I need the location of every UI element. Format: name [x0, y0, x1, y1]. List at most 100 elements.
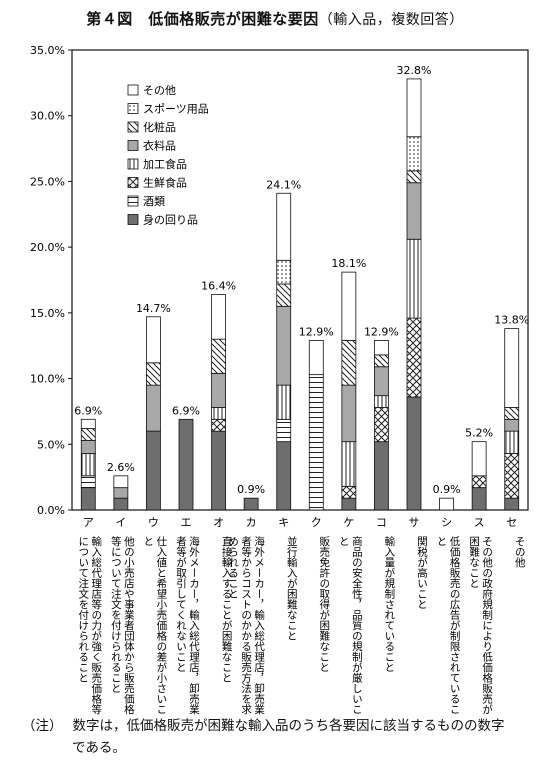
- bar-segment: [406, 396, 422, 511]
- plot-frame: [71, 49, 529, 511]
- bar-segment: [211, 372, 226, 408]
- bar-total-label: 12.9%: [299, 325, 334, 338]
- category-label: イ: [115, 516, 126, 529]
- bar-segment: [341, 271, 357, 341]
- y-tick-label: 10.0%: [30, 373, 65, 386]
- bar-segment: [146, 384, 161, 432]
- category-label: エ: [181, 516, 192, 529]
- legend-swatch: [127, 177, 139, 188]
- category-label: コ: [376, 516, 387, 529]
- footnote-label: （注）: [22, 718, 63, 734]
- bar-segment: [504, 328, 520, 408]
- bar-segment: [406, 317, 422, 398]
- legend-entry: その他: [143, 84, 176, 97]
- bar-segment: [374, 407, 389, 443]
- bar-segment: [406, 78, 422, 138]
- bar-segment: [374, 354, 389, 368]
- bar-segment: [374, 395, 389, 408]
- category-label: オ: [213, 516, 224, 529]
- bar-segment: [211, 294, 226, 340]
- bar-segment: [276, 305, 292, 386]
- category-label: ウ: [148, 516, 159, 529]
- bar-segment: [374, 366, 389, 397]
- category-label: セ: [506, 516, 517, 529]
- category-label: ケ: [343, 516, 354, 529]
- bar-segment: [471, 475, 487, 489]
- y-tick-label: 25.0%: [30, 175, 65, 188]
- category-description: 輸入総代理店等の力が強く販売価格等: [90, 535, 102, 714]
- category-label: ス: [474, 516, 485, 529]
- legend-swatch: [127, 121, 139, 133]
- y-tick-label: 0.0%: [37, 504, 65, 517]
- legend-swatch: [127, 158, 139, 170]
- bar-segment: [406, 170, 422, 184]
- y-tick-label: 15.0%: [30, 307, 65, 320]
- category-description: について注文を付けられること: [77, 536, 89, 683]
- category-description: 関税が高いこと: [416, 536, 428, 610]
- category-label: キ: [278, 516, 289, 529]
- legend-swatch: [127, 103, 139, 114]
- category-description: と: [142, 536, 154, 547]
- y-tick-label: 20.0%: [30, 241, 65, 254]
- bar-segment: [80, 453, 96, 477]
- legend-swatch: [127, 140, 139, 151]
- bar-total-label: 18.1%: [331, 257, 366, 270]
- category-description: 等について注文を付けられること: [110, 535, 122, 693]
- legend-entry: 化粧品: [143, 120, 176, 134]
- bar-segment: [80, 439, 96, 454]
- legend-entry: 酒類: [143, 195, 165, 208]
- bar-segment: [80, 428, 96, 441]
- category-description: その他の政府規制により低価格販売が: [481, 536, 493, 715]
- bar-segment: [406, 238, 422, 319]
- bar-segment: [276, 384, 292, 420]
- bar-segment: [406, 182, 422, 240]
- bar-segment: [308, 374, 324, 511]
- bar-segment: [276, 441, 292, 511]
- category-description: 並行輸入が困難なこと: [286, 535, 298, 641]
- bar-segment: [146, 316, 161, 364]
- category-label: カ: [246, 516, 257, 529]
- bar-segment: [504, 418, 520, 432]
- bar-total-label: 6.9%: [74, 404, 102, 417]
- legend-entry: 身の回り品: [143, 213, 198, 227]
- category-label: シ: [441, 516, 452, 529]
- category-description: 商品の安全性，品質の規制が厳しいこ: [351, 535, 363, 714]
- bar-segment: [341, 485, 357, 499]
- bar-segment: [211, 338, 226, 374]
- footnote-continued: である。: [72, 736, 126, 756]
- category-description: その他: [514, 536, 526, 568]
- bar-total-label: 24.1%: [266, 178, 301, 191]
- category-description: 者等からコストのかかる販売方法を求: [240, 536, 252, 715]
- bar-total-label: 13.8%: [494, 314, 529, 327]
- bar-segment: [341, 441, 357, 487]
- legend-swatch: [127, 214, 139, 225]
- category-description: と: [338, 536, 350, 547]
- y-tick-label: 5.0%: [37, 438, 65, 451]
- bar-segment: [504, 453, 520, 499]
- category-label: ク: [311, 516, 322, 529]
- bar-total-label: 32.8%: [397, 64, 432, 77]
- legend-entry: 衣料品: [143, 139, 176, 153]
- bar-segment: [504, 497, 520, 511]
- bar-segment: [276, 283, 292, 307]
- category-description: められること: [227, 536, 239, 599]
- bar-total-label: 12.9%: [364, 325, 399, 338]
- bar-total-label: 0.9%: [237, 483, 265, 496]
- category-description: 海外メーカー，輸入総代理店，卸売業: [188, 535, 200, 715]
- footnote-line-1: 数字は，低価格販売が困難な輸入品のうち各要因に該当するものの数字: [72, 718, 505, 734]
- bar-segment: [211, 407, 226, 420]
- bars: [80, 78, 520, 511]
- bar-segment: [276, 192, 292, 261]
- bar-segment: [504, 430, 520, 454]
- category-description: 者等が取引してくれないこと: [175, 536, 187, 673]
- bar-total-label: 5.2%: [465, 427, 493, 440]
- bar-segment: [80, 418, 96, 429]
- legend-entry: 生鮮食品: [143, 176, 187, 190]
- legend-swatch: [127, 195, 139, 207]
- bar-segment: [374, 340, 389, 356]
- category-description: 販売免許の取得が困難なこと: [318, 536, 330, 673]
- bar-segment: [80, 475, 96, 489]
- bar-total-label: 16.4%: [201, 279, 236, 292]
- category-description: 仕入値と希望小売価格の差が小さいこ: [155, 535, 167, 714]
